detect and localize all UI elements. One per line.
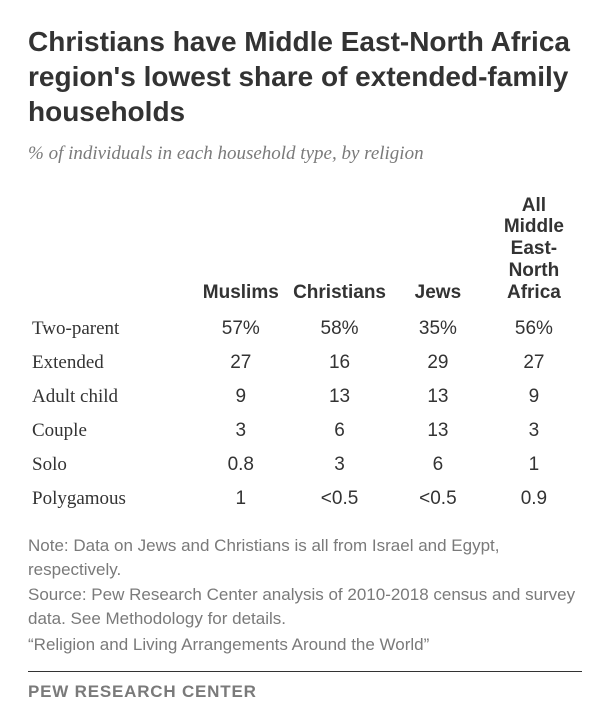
col-header-empty [28, 189, 192, 312]
note-text: Note: Data on Jews and Christians is all… [28, 534, 582, 582]
col-header-all: All Middle East-North Africa [486, 189, 582, 312]
cell: 1 [486, 448, 582, 482]
col-header-muslims: Muslims [192, 189, 289, 312]
cell: 6 [289, 414, 390, 448]
table-row: Two-parent 57% 58% 35% 56% [28, 312, 582, 346]
table-header-row: Muslims Christians Jews All Middle East-… [28, 189, 582, 312]
table-row: Adult child 9 13 13 9 [28, 380, 582, 414]
cell: 35% [390, 312, 486, 346]
footer-divider [28, 671, 582, 672]
quote-text: “Religion and Living Arrangements Around… [28, 633, 582, 657]
cell: 13 [390, 380, 486, 414]
table-row: Couple 3 6 13 3 [28, 414, 582, 448]
col-header-jews: Jews [390, 189, 486, 312]
cell: 13 [289, 380, 390, 414]
chart-title: Christians have Middle East-North Africa… [28, 24, 582, 129]
cell: 0.9 [486, 482, 582, 516]
table-row: Extended 27 16 29 27 [28, 346, 582, 380]
cell: 0.8 [192, 448, 289, 482]
cell: 56% [486, 312, 582, 346]
row-label: Two-parent [28, 312, 192, 346]
cell: 3 [486, 414, 582, 448]
row-label: Adult child [28, 380, 192, 414]
cell: 9 [192, 380, 289, 414]
cell: 27 [486, 346, 582, 380]
cell: 3 [192, 414, 289, 448]
table-row: Polygamous 1 <0.5 <0.5 0.9 [28, 482, 582, 516]
col-header-christians: Christians [289, 189, 390, 312]
cell: 9 [486, 380, 582, 414]
chart-subtitle: % of individuals in each household type,… [28, 141, 582, 167]
source-text: Source: Pew Research Center analysis of … [28, 583, 582, 631]
cell: <0.5 [390, 482, 486, 516]
row-label: Couple [28, 414, 192, 448]
notes-block: Note: Data on Jews and Christians is all… [28, 534, 582, 657]
cell: 57% [192, 312, 289, 346]
table-row: Solo 0.8 3 6 1 [28, 448, 582, 482]
row-label: Extended [28, 346, 192, 380]
cell: <0.5 [289, 482, 390, 516]
row-label: Polygamous [28, 482, 192, 516]
cell: 27 [192, 346, 289, 380]
cell: 3 [289, 448, 390, 482]
row-label: Solo [28, 448, 192, 482]
cell: 6 [390, 448, 486, 482]
cell: 16 [289, 346, 390, 380]
cell: 1 [192, 482, 289, 516]
cell: 58% [289, 312, 390, 346]
cell: 29 [390, 346, 486, 380]
data-table: Muslims Christians Jews All Middle East-… [28, 189, 582, 516]
footer-attribution: PEW RESEARCH CENTER [28, 682, 582, 702]
cell: 13 [390, 414, 486, 448]
